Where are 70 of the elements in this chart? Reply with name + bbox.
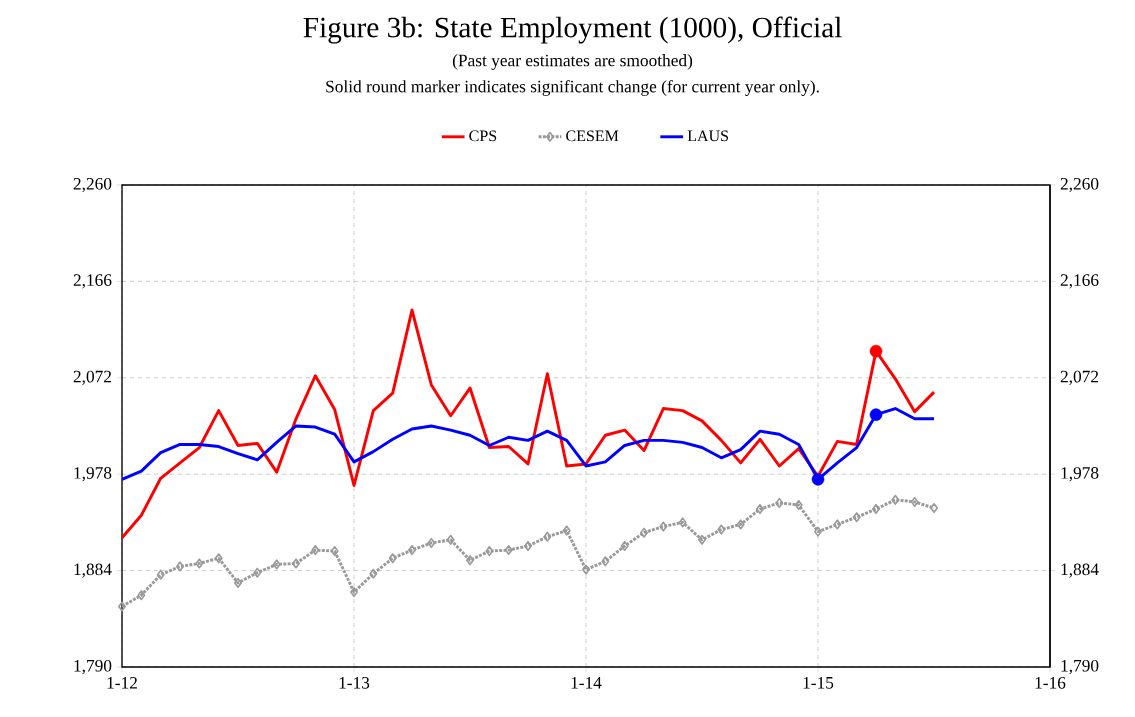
x-tick-label: 1-12 — [107, 677, 137, 689]
point — [775, 497, 784, 508]
x-tick-label: 1-16 — [1035, 677, 1066, 689]
y-tick-label: 1,978 — [74, 467, 112, 482]
point — [466, 555, 475, 566]
point — [582, 564, 591, 575]
y2-tick-label: 1,884 — [1061, 563, 1099, 578]
chart-subtitle: (Past year estimates are smoothed) — [452, 54, 693, 70]
point — [350, 587, 359, 598]
y-tick-label: 1,790 — [74, 659, 112, 675]
line-series — [122, 308, 936, 540]
point — [524, 540, 533, 552]
point — [388, 553, 397, 564]
y2-tick-label: 2,072 — [1060, 370, 1099, 385]
point — [253, 567, 262, 578]
point — [736, 519, 745, 530]
y-tick-label: 2,166 — [73, 274, 112, 289]
point — [369, 568, 378, 579]
point — [504, 545, 513, 556]
point — [601, 556, 610, 567]
point — [891, 494, 900, 505]
point — [214, 553, 223, 564]
point — [872, 503, 881, 515]
point — [852, 512, 861, 523]
y2-tick-label: 2,166 — [1060, 274, 1099, 289]
point — [640, 527, 649, 538]
point — [156, 569, 165, 580]
point — [756, 503, 765, 515]
point — [833, 519, 842, 530]
y2-tick-label: 2,260 — [1060, 177, 1099, 193]
x-tick-label: 1-15 — [803, 677, 834, 689]
chart-title: Figure 3b: State Employment (1000), Official — [303, 16, 842, 44]
point — [717, 524, 726, 535]
point — [794, 499, 803, 511]
point — [678, 517, 687, 528]
point — [543, 531, 552, 542]
point — [620, 540, 629, 552]
legend-label: CESEM — [566, 130, 619, 142]
point — [292, 558, 301, 569]
point — [272, 559, 281, 570]
point — [234, 577, 243, 588]
y-tick-label: 2,260 — [73, 177, 112, 193]
point — [910, 496, 919, 507]
point — [814, 526, 823, 537]
point — [811, 473, 825, 486]
y2-tick-label: 1,790 — [1061, 659, 1099, 675]
point — [176, 561, 185, 572]
text: Solid round marker indicates significant change (for current year only). — [326, 80, 819, 96]
point — [137, 590, 146, 601]
y-tick-label: 1,884 — [74, 563, 112, 578]
point — [446, 534, 455, 545]
point — [408, 545, 417, 556]
point — [330, 546, 339, 557]
point — [869, 408, 883, 421]
x-tick-label: 1-14 — [571, 677, 602, 689]
legend-label: LAUS — [687, 130, 729, 142]
point — [869, 344, 883, 358]
point — [485, 546, 494, 557]
point — [930, 502, 939, 514]
y-tick-label: 2,072 — [73, 370, 112, 385]
point — [427, 537, 436, 548]
point — [311, 545, 320, 556]
x-tick-label: 1-13 — [339, 677, 370, 689]
point — [698, 534, 706, 545]
legend-label: CPS — [469, 130, 497, 142]
point — [562, 525, 571, 536]
y2-tick-label: 1,978 — [1061, 467, 1099, 482]
point — [195, 558, 204, 569]
point — [659, 521, 668, 532]
point — [118, 601, 127, 612]
